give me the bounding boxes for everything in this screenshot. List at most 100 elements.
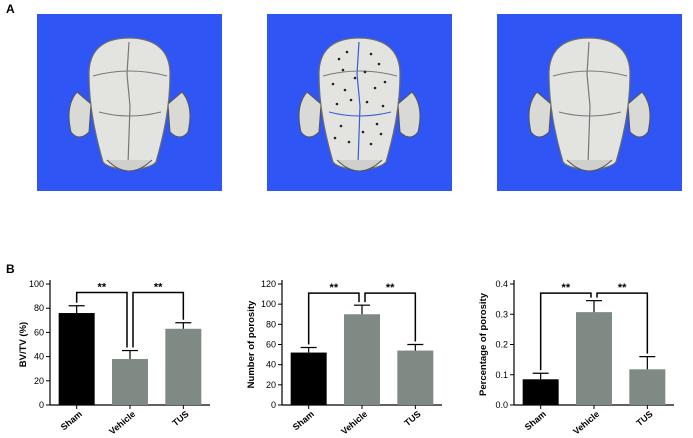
coronal-suture <box>322 70 398 77</box>
porosity-dot <box>349 98 353 102</box>
significance-bracket <box>539 292 592 371</box>
panel-label-a: A <box>6 2 15 16</box>
vehicle-skull-scan <box>267 14 452 191</box>
y-tick-label: 0.4 <box>495 279 508 289</box>
y-tick-label: 40 <box>34 352 44 362</box>
significance-label: ** <box>562 282 571 294</box>
category-label-tus: TUS <box>402 409 422 428</box>
significance-label: ** <box>154 281 163 293</box>
porosity-dot <box>375 122 379 126</box>
significance-label: ** <box>330 282 339 294</box>
y-tick-label: 40 <box>266 360 276 370</box>
chart-svg: 0.0 0.1 0.2 0.3 0.4 Percentage of porosity Sha… <box>478 279 674 437</box>
y-axis-title: BV/TV (%) <box>18 322 29 367</box>
left-arch <box>298 91 322 138</box>
y-tick-label: 60 <box>266 340 276 350</box>
right-arch <box>627 91 651 138</box>
y-tick-label: 120 <box>261 279 276 289</box>
porosity-dot <box>347 140 351 144</box>
bar-sham <box>290 352 327 405</box>
significance-bracket <box>307 292 360 345</box>
y-tick-label: 80 <box>34 303 44 313</box>
bar-sham <box>522 379 559 405</box>
occipital-base <box>336 159 383 172</box>
tus-skull-scan <box>497 14 682 191</box>
occipital-base <box>566 159 613 172</box>
right-arch <box>167 91 191 138</box>
percentage-of-porosity-chart: 0.0 0.1 0.2 0.3 0.4 Percentage of porosity Sha… <box>466 272 686 438</box>
category-label-vehicle: Vehicle <box>339 409 369 437</box>
chart-svg: 0 20 40 60 80 100 120 Number of porosity Sham Veh… <box>246 279 442 437</box>
porosity-dot <box>337 57 341 61</box>
porosity-dot <box>345 50 349 54</box>
coronal-suture <box>92 70 168 77</box>
sagittal-suture <box>586 41 591 165</box>
occipital-base <box>106 159 153 172</box>
category-label-tus: TUS <box>170 409 190 428</box>
y-tick-label: 0.1 <box>495 370 508 380</box>
porosity-dot <box>341 68 345 72</box>
y-tick-label: 20 <box>266 380 276 390</box>
bar-tus <box>629 369 666 405</box>
bar-tus <box>165 328 202 405</box>
porosity-dot <box>339 124 343 128</box>
porosity-dot <box>369 52 373 56</box>
porosity-dot <box>379 132 383 136</box>
skull <box>528 37 651 172</box>
significance-bracket <box>364 292 417 342</box>
porosity-dot <box>383 80 387 84</box>
bar-tus <box>397 350 434 405</box>
significance-bracket <box>132 291 185 348</box>
category-label-sham: Sham <box>59 409 84 432</box>
significance-bracket <box>596 292 649 354</box>
porosity-dot <box>369 142 373 146</box>
bar-vehicle <box>112 359 148 405</box>
panel-label-b: B <box>6 262 15 276</box>
skull <box>298 37 421 172</box>
category-label-sham: Sham <box>291 409 316 432</box>
porosity-dot <box>373 86 377 90</box>
significance-label: ** <box>386 282 395 294</box>
lambdoid-suture <box>328 111 392 117</box>
sham-skull-scan-graphic <box>37 14 222 191</box>
tus-skull-scan-graphic <box>497 14 682 191</box>
porosity-dot <box>363 70 367 74</box>
category-label-sham: Sham <box>523 409 548 432</box>
sagittal-suture <box>356 41 361 165</box>
porosity-dot <box>343 88 347 92</box>
y-tick-label: 100 <box>261 299 276 309</box>
category-label-vehicle: Vehicle <box>107 409 137 437</box>
porosity-dot <box>333 136 337 140</box>
right-arch <box>397 91 421 138</box>
y-axis-title: Percentage of porosity <box>478 292 489 396</box>
category-label-vehicle: Vehicle <box>571 409 601 437</box>
lambdoid-suture <box>558 111 622 117</box>
porosity-dot <box>365 100 369 104</box>
y-tick-label: 0 <box>39 400 44 410</box>
number-of-porosity-chart: 0 20 40 60 80 100 120 Number of porosity Sham Veh… <box>234 272 454 438</box>
significance-bracket <box>75 291 128 348</box>
vehicle-skull-scan-graphic <box>267 14 452 191</box>
sham-skull-scan <box>37 14 222 191</box>
porosity-dot <box>377 62 381 66</box>
y-tick-label: 20 <box>34 376 44 386</box>
bar-vehicle <box>344 314 380 405</box>
lambdoid-suture <box>98 111 162 117</box>
bar-vehicle <box>576 312 612 405</box>
left-arch <box>68 91 92 138</box>
porosity-dot <box>331 82 335 86</box>
porosity-dot <box>361 130 365 134</box>
y-tick-label: 0 <box>271 400 276 410</box>
significance-label: ** <box>98 281 107 293</box>
y-tick-label: 0.0 <box>495 400 508 410</box>
y-tick-label: 100 <box>29 279 44 289</box>
y-tick-label: 60 <box>34 327 44 337</box>
porosity-dot <box>335 102 339 106</box>
y-tick-label: 0.3 <box>495 309 508 319</box>
bar-sham <box>58 313 95 405</box>
skull <box>68 37 191 172</box>
y-axis-title: Number of porosity <box>246 300 257 388</box>
porosity-dot <box>353 76 357 80</box>
category-label-tus: TUS <box>634 409 654 428</box>
chart-svg: 0 20 40 60 80 100 BV/TV (%) Sham Vehicle TUS ** ** <box>18 279 210 437</box>
